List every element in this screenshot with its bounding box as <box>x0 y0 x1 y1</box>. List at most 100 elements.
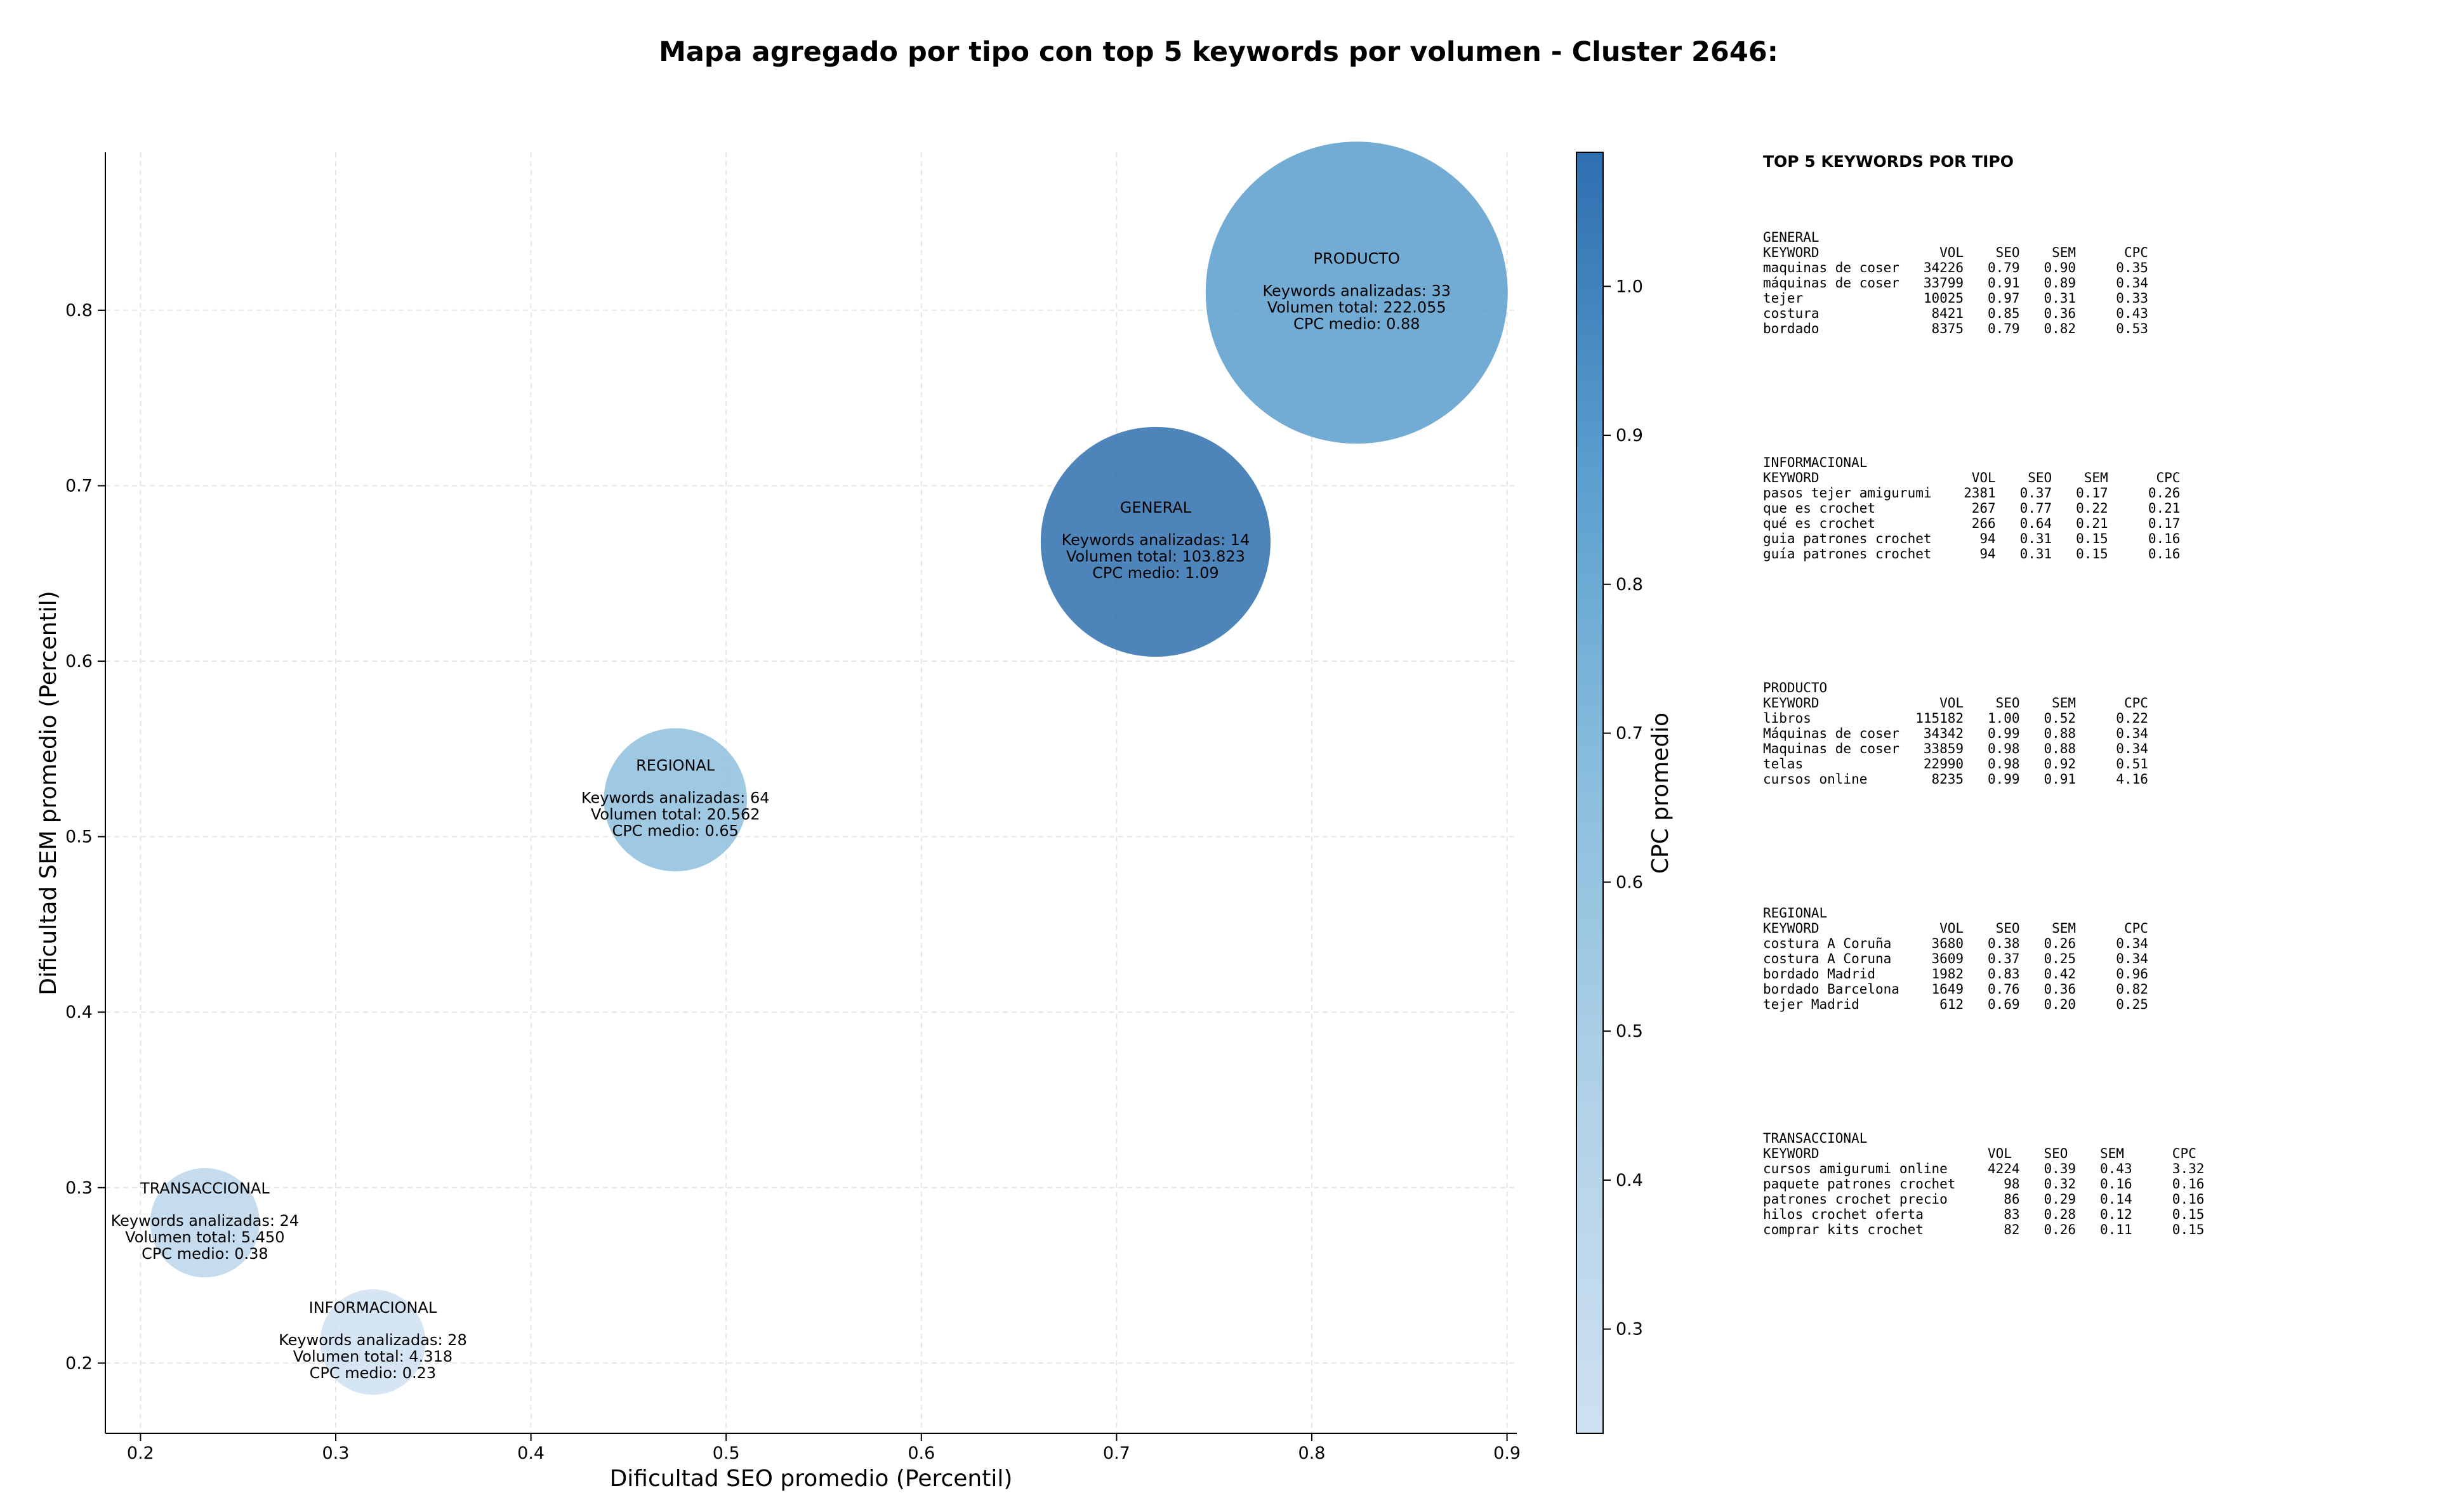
colorbar-tick-label: 0.9 <box>1616 426 1643 445</box>
chart-title: Mapa agregado por tipo con top 5 keyword… <box>659 36 1778 68</box>
y-axis-ticks: 0.2 0.3 0.4 0.5 0.6 0.7 0.8 <box>65 301 105 1373</box>
keyword-table-row: paquete patrones crochet 98 0.32 0.16 0.… <box>1763 1176 2205 1192</box>
keyword-block-regional: REGIONAL KEYWORD VOL SEO SEM CPC costura A… <box>1763 905 2148 1012</box>
x-tick-label: 0.3 <box>322 1443 349 1463</box>
keyword-table-row: hilos crochet oferta 83 0.28 0.12 0.15 <box>1763 1207 2205 1222</box>
bubble-circle <box>150 1167 260 1278</box>
keyword-table-header: KEYWORD VOL SEO SEM CPC <box>1763 245 2148 260</box>
keyword-table-row: máquinas de coser 33799 0.91 0.89 0.34 <box>1763 275 2148 291</box>
bubble-type-label: REGIONAL <box>636 757 715 775</box>
bubble-stat-label: CPC medio: 1.09 <box>1092 564 1219 582</box>
bubble-transaccional: TRANSACCIONAL Keywords analizadas: 24Volu… <box>111 1167 300 1278</box>
colorbar-tick-label: 0.8 <box>1616 575 1643 595</box>
x-axis-label: Dificultad SEO promedio (Percentil) <box>610 1466 1013 1492</box>
y-tick-label: 0.7 <box>65 476 93 496</box>
x-tick-label: 0.8 <box>1298 1443 1326 1463</box>
bubble-stat-label: CPC medio: 0.38 <box>142 1245 268 1263</box>
keyword-table-row: libros 115182 1.00 0.52 0.22 <box>1763 711 2148 726</box>
y-tick-label: 0.4 <box>65 1003 93 1022</box>
colorbar-label: CPC promedio <box>1648 713 1674 874</box>
bubble-stat-label: CPC medio: 0.65 <box>612 822 739 840</box>
keyword-block-transaccional: TRANSACCIONAL KEYWORD VOL SEO SEM CPC curs… <box>1763 1131 2204 1237</box>
bubble-stat-label: Volumen total: 103.823 <box>1066 548 1245 565</box>
keyword-table-row: bordado Madrid 1982 0.83 0.42 0.96 <box>1763 966 2148 982</box>
keyword-table-row: telas 22990 0.98 0.92 0.51 <box>1763 756 2148 772</box>
bubble-stat-label: Volumen total: 5.450 <box>125 1228 284 1246</box>
keyword-block-title: PRODUCTO <box>1763 680 1828 695</box>
bubble-circle <box>320 1289 426 1395</box>
keyword-table-header: KEYWORD VOL SEO SEM CPC <box>1763 695 2148 711</box>
keyword-table-row: tejer Madrid 612 0.69 0.20 0.25 <box>1763 997 2148 1012</box>
bubble-circle <box>604 728 747 872</box>
keyword-block-title: INFORMACIONAL <box>1763 455 1868 470</box>
keyword-table-header: KEYWORD VOL SEO SEM CPC <box>1763 1146 2196 1161</box>
keyword-block-general: GENERAL KEYWORD VOL SEO SEM CPC maquinas d… <box>1763 230 2148 336</box>
keyword-block-producto: PRODUCTO KEYWORD VOL SEO SEM CPC libros 11… <box>1763 680 2148 787</box>
keyword-table-row: qué es crochet 266 0.64 0.21 0.17 <box>1763 516 2181 531</box>
colorbar-tick-label: 0.6 <box>1616 872 1643 892</box>
keyword-table-row: bordado 8375 0.79 0.82 0.53 <box>1763 321 2148 336</box>
bubble-stat-label: Keywords analizadas: 28 <box>279 1331 467 1349</box>
keyword-table-row: guia patrones crochet 94 0.31 0.15 0.16 <box>1763 531 2181 546</box>
bubble-type-label: GENERAL <box>1120 499 1192 516</box>
bubble-stat-label: Keywords analizadas: 14 <box>1062 531 1250 549</box>
keyword-table-row: maquinas de coser 34226 0.79 0.90 0.35 <box>1763 260 2148 275</box>
keyword-block-informacional: INFORMACIONAL KEYWORD VOL SEO SEM CPC paso… <box>1763 455 2180 562</box>
top-keywords-title: TOP 5 KEYWORDS POR TIPO <box>1763 152 2014 171</box>
keyword-table-row: Máquinas de coser 34342 0.99 0.88 0.34 <box>1763 726 2148 741</box>
x-tick-label: 0.4 <box>517 1443 545 1463</box>
x-tick-label: 0.2 <box>127 1443 154 1463</box>
y-tick-label: 0.3 <box>65 1178 93 1198</box>
x-tick-label: 0.9 <box>1493 1443 1521 1463</box>
y-tick-label: 0.8 <box>65 301 93 320</box>
keyword-table-header: KEYWORD VOL SEO SEM CPC <box>1763 921 2148 936</box>
x-tick-label: 0.5 <box>713 1443 740 1463</box>
keyword-table-row: bordado Barcelona 1649 0.76 0.36 0.82 <box>1763 982 2148 997</box>
colorbar <box>1576 152 1604 1434</box>
keyword-table-row: que es crochet 267 0.77 0.22 0.21 <box>1763 501 2181 516</box>
bubble-informacional: INFORMACIONAL Keywords analizadas: 28Volu… <box>279 1289 467 1395</box>
keyword-table-row: patrones crochet precio 86 0.29 0.14 0.1… <box>1763 1192 2205 1207</box>
keyword-table-row: costura 8421 0.85 0.36 0.43 <box>1763 306 2148 321</box>
x-axis-ticks: 0.2 0.3 0.4 0.5 0.6 0.7 0.8 0.9 <box>127 1433 1521 1463</box>
bubble-stat-label: Volumen total: 4.318 <box>293 1348 452 1365</box>
keyword-table-row: tejer 10025 0.97 0.31 0.33 <box>1763 291 2148 306</box>
keyword-table-row: costura A Coruña 3680 0.38 0.26 0.34 <box>1763 936 2148 951</box>
keyword-table-row: cursos online 8235 0.99 0.91 4.16 <box>1763 772 2148 787</box>
keyword-table-header: KEYWORD VOL SEO SEM CPC <box>1763 470 2181 485</box>
x-tick-label: 0.6 <box>908 1443 935 1463</box>
keyword-table-row: Maquinas de coser 33859 0.98 0.88 0.34 <box>1763 741 2148 756</box>
bubble-stat-label: CPC medio: 0.23 <box>310 1364 437 1382</box>
keyword-block-title: GENERAL <box>1763 230 1819 245</box>
y-tick-label: 0.6 <box>65 652 93 671</box>
bubble-circle <box>1205 141 1508 444</box>
bubble-type-label: PRODUCTO <box>1314 249 1400 267</box>
bubble-stat-label: CPC medio: 0.88 <box>1293 315 1420 332</box>
keyword-table-row: costura A Coruna 3609 0.37 0.25 0.34 <box>1763 951 2148 966</box>
keyword-table-row: cursos amigurumi online 4224 0.39 0.43 3… <box>1763 1161 2205 1176</box>
bubble-circle <box>1040 426 1271 657</box>
keyword-table-row: pasos tejer amigurumi 2381 0.37 0.17 0.2… <box>1763 485 2181 501</box>
colorbar-ticks: 0.3 0.4 0.5 0.6 0.7 0.8 0.9 1.0 <box>1603 277 1643 1339</box>
keyword-table-row: guía patrones crochet 94 0.31 0.15 0.16 <box>1763 546 2181 562</box>
bubble-stat-label: Keywords analizadas: 24 <box>111 1212 300 1230</box>
colorbar-tick-label: 0.3 <box>1616 1320 1643 1339</box>
y-axis-label: Dificultad SEM promedio (Percentil) <box>36 591 62 996</box>
keyword-block-title: TRANSACCIONAL <box>1763 1131 1868 1146</box>
keyword-block-title: REGIONAL <box>1763 905 1828 921</box>
bubble-stat-label: Volumen total: 222.055 <box>1267 298 1446 316</box>
bubble-stat-label: Keywords analizadas: 33 <box>1262 282 1451 299</box>
keyword-table-row: comprar kits crochet 82 0.26 0.11 0.15 <box>1763 1222 2205 1237</box>
bubble-stat-label: Keywords analizadas: 64 <box>581 789 770 807</box>
y-tick-label: 0.2 <box>65 1353 93 1373</box>
colorbar-tick-label: 0.5 <box>1616 1022 1643 1041</box>
bubble-type-label: TRANSACCIONAL <box>140 1180 270 1197</box>
colorbar-tick-label: 0.4 <box>1616 1171 1643 1190</box>
bubble-stat-label: Volumen total: 20.562 <box>591 806 760 824</box>
bubble-type-label: INFORMACIONAL <box>309 1299 437 1317</box>
